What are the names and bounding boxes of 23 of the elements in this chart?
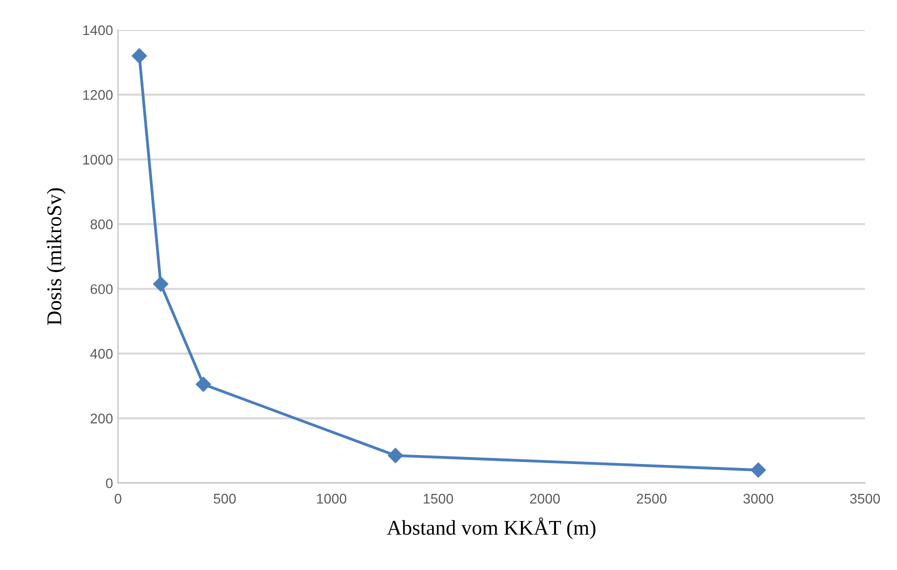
x-tick-label: 1500 [424, 494, 454, 504]
point [750, 462, 766, 478]
x-tick-label: 0 [114, 494, 122, 504]
y-tick-label: 400 [90, 348, 113, 359]
x-axis-title: Abstand vom KKÅT (m) [386, 517, 596, 540]
y-tick-label: 200 [90, 414, 113, 424]
x-tick-label: 3500 [850, 494, 880, 504]
point [153, 276, 168, 292]
point [196, 376, 211, 392]
y-tick-label: 0 [106, 478, 113, 488]
y-tick-label: 1200 [83, 90, 113, 100]
x-tick-label: 500 [214, 494, 236, 504]
point [388, 448, 404, 464]
y-axis-title: Dosis (mikroSv) [46, 188, 66, 326]
point [132, 48, 147, 64]
y-tick-label: 800 [90, 219, 113, 230]
x-tick-label: 1000 [317, 494, 346, 504]
x-tick-label: 2500 [636, 494, 666, 504]
x-tick-label: 2000 [530, 494, 560, 504]
y-tick-label: 1000 [83, 154, 113, 165]
y-tick-label: 600 [90, 284, 113, 294]
y-tick-label: 1400 [83, 25, 113, 36]
x-tick-label: 3000 [743, 494, 774, 504]
